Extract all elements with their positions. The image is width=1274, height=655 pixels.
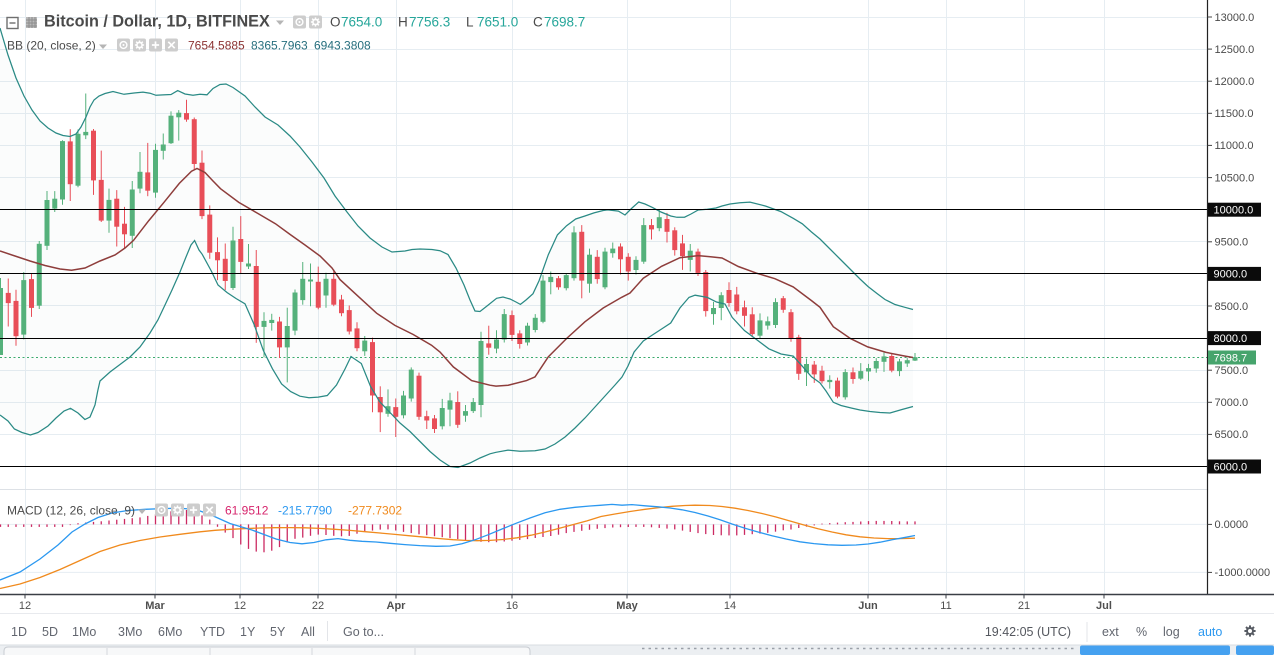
svg-text:YTD: YTD (200, 625, 225, 639)
svg-text:14: 14 (724, 600, 736, 612)
svg-text:May: May (616, 600, 638, 612)
svg-text:9500.0: 9500.0 (1215, 237, 1249, 249)
svg-text:1Mo: 1Mo (72, 625, 96, 639)
svg-text:1Y: 1Y (240, 625, 256, 639)
svg-text:9000.0: 9000.0 (1214, 269, 1248, 281)
svg-text:12: 12 (234, 600, 246, 612)
svg-text:-277.7302: -277.7302 (348, 504, 402, 518)
svg-text:7500.0: 7500.0 (1215, 365, 1249, 377)
svg-text:12: 12 (19, 600, 31, 612)
svg-text:7698.7: 7698.7 (1214, 352, 1248, 364)
svg-text:8500.0: 8500.0 (1215, 301, 1249, 313)
svg-text:6000.0: 6000.0 (1214, 461, 1248, 473)
svg-text:5D: 5D (42, 625, 58, 639)
svg-text:C: C (533, 15, 543, 30)
svg-text:MACD (12, 26, close, 9): MACD (12, 26, close, 9) (7, 504, 135, 518)
svg-text:19:42:05 (UTC): 19:42:05 (UTC) (985, 625, 1071, 639)
svg-text:-215.7790: -215.7790 (278, 504, 332, 518)
svg-text:O: O (330, 15, 341, 30)
svg-text:22: 22 (312, 600, 324, 612)
svg-text:-1000.0000: -1000.0000 (1215, 567, 1271, 579)
svg-text:BB (20, close, 2): BB (20, close, 2) (7, 39, 96, 53)
svg-text:6Mo: 6Mo (158, 625, 182, 639)
svg-text:auto: auto (1198, 625, 1222, 639)
svg-text:8365.7963: 8365.7963 (251, 39, 308, 53)
svg-text:12000.0: 12000.0 (1215, 76, 1255, 88)
svg-text:7698.7: 7698.7 (544, 15, 585, 30)
svg-text:7000.0: 7000.0 (1215, 397, 1249, 409)
svg-text:12500.0: 12500.0 (1215, 44, 1255, 56)
svg-text:%: % (1136, 625, 1147, 639)
svg-text:log: log (1163, 625, 1180, 639)
svg-text:8000.0: 8000.0 (1214, 333, 1248, 345)
svg-text:10000.0: 10000.0 (1214, 205, 1254, 217)
svg-text:6500.0: 6500.0 (1215, 429, 1249, 441)
svg-text:Go to...: Go to... (343, 625, 384, 639)
svg-text:Mar: Mar (145, 600, 165, 612)
svg-text:5Y: 5Y (270, 625, 286, 639)
svg-text:16: 16 (506, 600, 518, 612)
svg-text:10500.0: 10500.0 (1215, 172, 1255, 184)
svg-text:13000.0: 13000.0 (1215, 12, 1255, 24)
svg-text:Apr: Apr (387, 600, 407, 612)
svg-text:7654.0: 7654.0 (341, 15, 382, 30)
svg-text:11500.0: 11500.0 (1215, 108, 1254, 120)
svg-text:21: 21 (1018, 600, 1030, 612)
svg-text:1D: 1D (11, 625, 27, 639)
svg-text:H: H (398, 15, 408, 30)
svg-text:3Mo: 3Mo (118, 625, 142, 639)
svg-text:Jun: Jun (858, 600, 878, 612)
svg-text:Jul: Jul (1096, 600, 1112, 612)
svg-text:11000.0: 11000.0 (1215, 140, 1254, 152)
svg-text:11: 11 (940, 600, 951, 612)
svg-text:All: All (301, 625, 315, 639)
svg-text:7654.5885: 7654.5885 (188, 39, 245, 53)
svg-text:6943.3808: 6943.3808 (314, 39, 371, 53)
svg-text:ext: ext (1102, 625, 1119, 639)
svg-text:7651.0: 7651.0 (477, 15, 518, 30)
svg-text:L: L (466, 15, 474, 30)
svg-text:0.0000: 0.0000 (1215, 519, 1249, 531)
svg-text:Bitcoin / Dollar, 1D, BITFINEX: Bitcoin / Dollar, 1D, BITFINEX (44, 13, 270, 31)
svg-text:7756.3: 7756.3 (409, 15, 450, 30)
svg-text:61.9512: 61.9512 (225, 504, 269, 518)
